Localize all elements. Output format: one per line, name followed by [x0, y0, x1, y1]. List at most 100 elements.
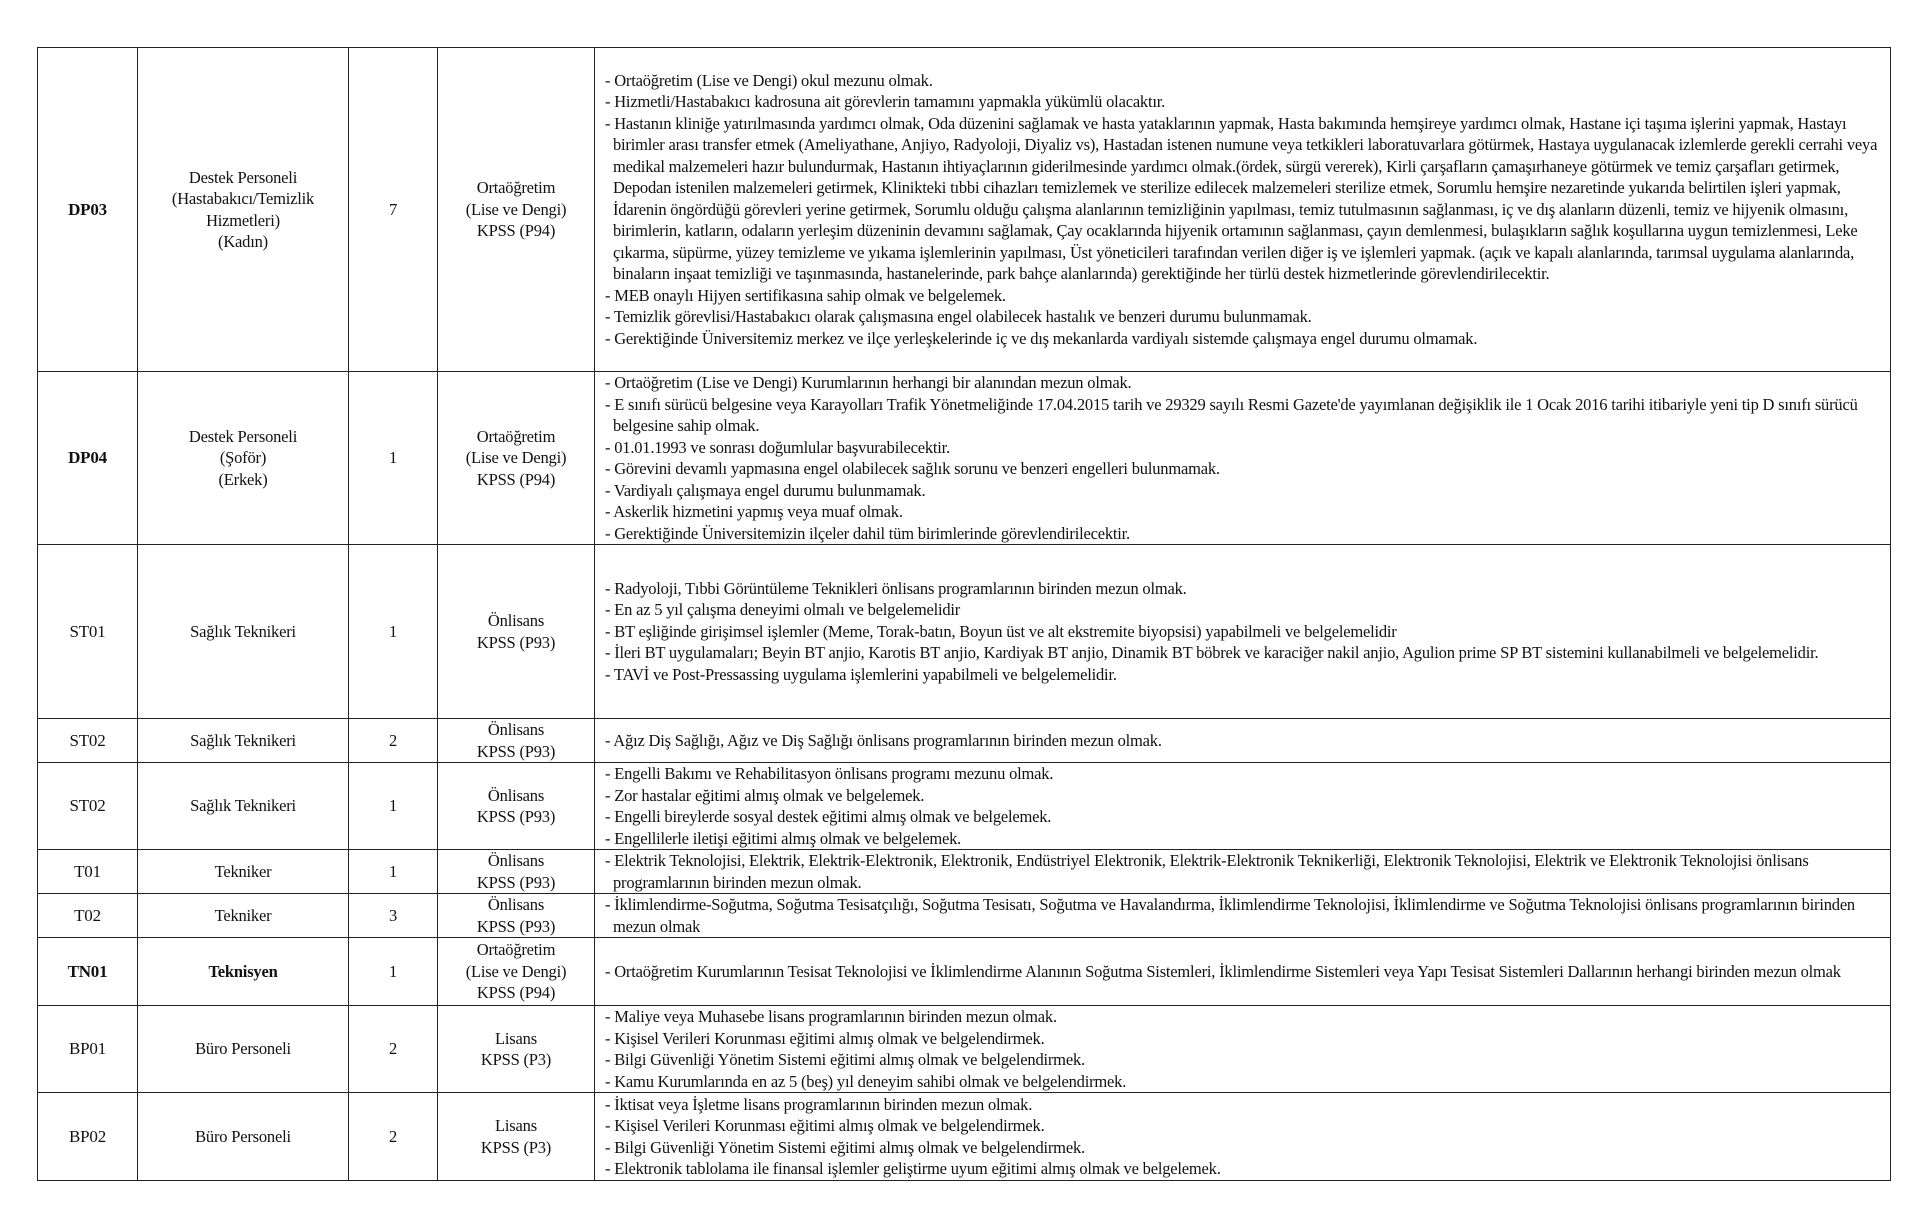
title-line: Destek Personeli [188, 167, 298, 187]
requirements: - İktisat veya İşletme lisans programlar… [594, 1092, 1891, 1181]
position-title: Büro Personeli [137, 1005, 349, 1093]
position-title: Destek Personeli (Hastabakıcı/Temizlik Hiz… [137, 47, 349, 372]
education-line: Lisans [495, 1116, 537, 1135]
table-row: DP04 Destek Personeli (Şoför) (Erkek) 1 Ortaö… [37, 371, 1891, 545]
requirement-item: - En az 5 yıl çalışma deneyimi olmalı ve… [605, 600, 961, 620]
requirement-item: - Kişisel Verileri Korunması eğitimi alm… [605, 1028, 1045, 1048]
requirements: - Engelli Bakımı ve Rehabilitasyon önlis… [594, 762, 1891, 850]
requirement-item: - Bilgi Güvenliği Yönetim Sistemi eğitim… [605, 1137, 1085, 1157]
requirements: - İklimlendirme-Soğutma, Soğutma Tesisat… [594, 893, 1891, 938]
education-line: KPSS (P94) [476, 469, 556, 489]
title-line: Sağlık Teknikeri [190, 796, 296, 816]
table-row: ST01 Sağlık Teknikeri 1 Önlisans KPSS (P93) -… [37, 544, 1891, 719]
position-title: Tekniker [137, 893, 349, 938]
requirement-item: - İklimlendirme-Soğutma, Soğutma Tesisat… [605, 895, 1855, 936]
position-title: Sağlık Teknikeri [137, 718, 349, 763]
position-code: T01 [37, 849, 138, 894]
requirement-item: - BT eşliğinde girişimsel işlemler (Meme… [605, 621, 1397, 641]
position-title: Destek Personeli (Şoför) (Erkek) [137, 371, 349, 545]
requirement-item: - Ağız Diş Sağlığı, Ağız ve Diş Sağlığı … [605, 730, 1162, 750]
requirement-item: - Engellilerle iletişi eğitimi almış olm… [605, 828, 962, 848]
requirements: - Ortaöğretim Kurumlarının Tesisat Tekno… [594, 937, 1891, 1006]
position-code: DP03 [37, 47, 138, 372]
title-line: Büro Personeli [195, 1039, 291, 1059]
education-level: Önlisans KPSS (P93) [437, 893, 595, 938]
requirement-item: - Elektronik tablolama ile finansal işle… [605, 1159, 1221, 1178]
position-count: 2 [348, 1092, 438, 1181]
requirement-item: - MEB onaylı Hijyen sertifikasına sahip … [605, 285, 1006, 305]
education-level: Önlisans KPSS (P93) [437, 544, 595, 719]
requirement-item: - Ortaöğretim (Lise ve Dengi) Kurumların… [605, 373, 1132, 392]
requirement-item: - Elektrik Teknolojisi, Elektrik, Elektr… [605, 851, 1809, 892]
requirements: - Ortaöğretim (Lise ve Dengi) Kurumların… [594, 371, 1891, 545]
requirement-item: - TAVİ ve Post-Pressassing uygulama işle… [605, 664, 1117, 684]
education-level: Önlisans KPSS (P93) [437, 718, 595, 763]
title-line: (Erkek) [218, 469, 268, 489]
position-count: 2 [348, 718, 438, 763]
requirement-item: - Hastanın kliniğe yatırılmasında yardım… [605, 113, 1878, 284]
education-level: Lisans KPSS (P3) [437, 1092, 595, 1181]
position-count: 1 [348, 544, 438, 719]
education-line: Ortaöğretim [476, 426, 556, 446]
education-line: (Lise ve Dengi) [465, 448, 567, 468]
education-line: (Lise ve Dengi) [465, 199, 567, 219]
education-level: Ortaöğretim (Lise ve Dengi) KPSS (P94) [437, 371, 595, 545]
requirement-item: - Askerlik hizmetini yapmış veya muaf ol… [605, 502, 903, 521]
table-row: T01 Tekniker 1 Önlisans KPSS (P93) - Elektrik… [37, 849, 1891, 894]
title-line: (Hastabakıcı/Temizlik [171, 189, 315, 208]
requirement-item: - Vardiyalı çalışmaya engel durumu bulun… [605, 480, 926, 500]
requirement-item: - Görevini devamlı yapmasına engel olabi… [605, 459, 1220, 478]
position-title: Sağlık Teknikeri [137, 544, 349, 719]
table-row: ST02 Sağlık Teknikeri 1 Önlisans KPSS (P93) -… [37, 762, 1891, 850]
education-line: Ortaöğretim [476, 178, 556, 198]
education-line: Önlisans [487, 611, 545, 630]
position-title: Tekniker [137, 849, 349, 894]
education-line: Önlisans [487, 851, 545, 870]
requirement-item: - Engelli bireylerde sosyal destek eğiti… [605, 807, 1052, 826]
requirements: - Ağız Diş Sağlığı, Ağız ve Diş Sağlığı … [594, 718, 1891, 763]
position-count: 1 [348, 937, 438, 1006]
education-level: Lisans KPSS (P3) [437, 1005, 595, 1093]
position-code: ST02 [37, 762, 138, 850]
position-title: Büro Personeli [137, 1092, 349, 1181]
education-line: KPSS (P93) [476, 916, 556, 936]
education-level: Ortaöğretim (Lise ve Dengi) KPSS (P94) [437, 937, 595, 1006]
position-count: 1 [348, 762, 438, 850]
position-title: Sağlık Teknikeri [137, 762, 349, 850]
position-count: 1 [348, 849, 438, 894]
title-line: Tekniker [214, 861, 272, 881]
position-code: ST02 [37, 718, 138, 763]
requirement-item: - Radyoloji, Tıbbi Görüntüleme Teknikler… [605, 578, 1187, 598]
table-row: DP03 Destek Personeli (Hastabakıcı/Temizli… [37, 47, 1891, 372]
title-line: Tekniker [214, 905, 272, 925]
title-line: (Kadın) [218, 232, 268, 251]
education-line: KPSS (P93) [476, 632, 556, 652]
table-row: TN01 Teknisyen 1 Ortaöğretim (Lise ve Dengi)… [37, 937, 1891, 1006]
position-code: ST01 [37, 544, 138, 719]
requirement-item: - Gerektiğinde Üniversitemiz merkez ve i… [605, 328, 1478, 348]
education-line: KPSS (P3) [480, 1050, 552, 1069]
education-level: Önlisans KPSS (P93) [437, 849, 595, 894]
requirement-item: - Bilgi Güvenliği Yönetim Sistemi eğitim… [605, 1050, 1085, 1069]
position-count: 2 [348, 1005, 438, 1093]
title-line: Hizmetleri) [206, 210, 280, 230]
requirement-item: - Zor hastalar eğitimi almış olmak ve be… [605, 785, 925, 805]
requirement-item: - 01.01.1993 ve sonrası doğumlular başvu… [605, 437, 950, 457]
education-line: Önlisans [487, 785, 545, 805]
position-title: Teknisyen [137, 937, 349, 1006]
education-level: Önlisans KPSS (P93) [437, 762, 595, 850]
table-row: ST02 Sağlık Teknikeri 2 Önlisans KPSS (P93) -… [37, 718, 1891, 763]
position-count: 1 [348, 371, 438, 545]
education-line: Lisans [495, 1028, 537, 1048]
position-code: BP02 [37, 1092, 138, 1181]
education-line: Ortaöğretim [476, 940, 556, 960]
positions-table: DP03 Destek Personeli (Hastabakıcı/Temizli… [37, 47, 1891, 1181]
education-line: Önlisans [487, 720, 545, 739]
education-line: KPSS (P93) [476, 741, 556, 761]
requirement-item: - Temizlik görevlisi/Hastabakıcı olarak … [605, 307, 1312, 327]
position-count: 3 [348, 893, 438, 938]
requirements: - Radyoloji, Tıbbi Görüntüleme Teknikler… [594, 544, 1891, 719]
education-line: (Lise ve Dengi) [465, 961, 567, 981]
requirement-item: - Engelli Bakımı ve Rehabilitasyon önlis… [605, 764, 1054, 783]
requirement-item: - İktisat veya İşletme lisans programlar… [605, 1094, 1033, 1114]
